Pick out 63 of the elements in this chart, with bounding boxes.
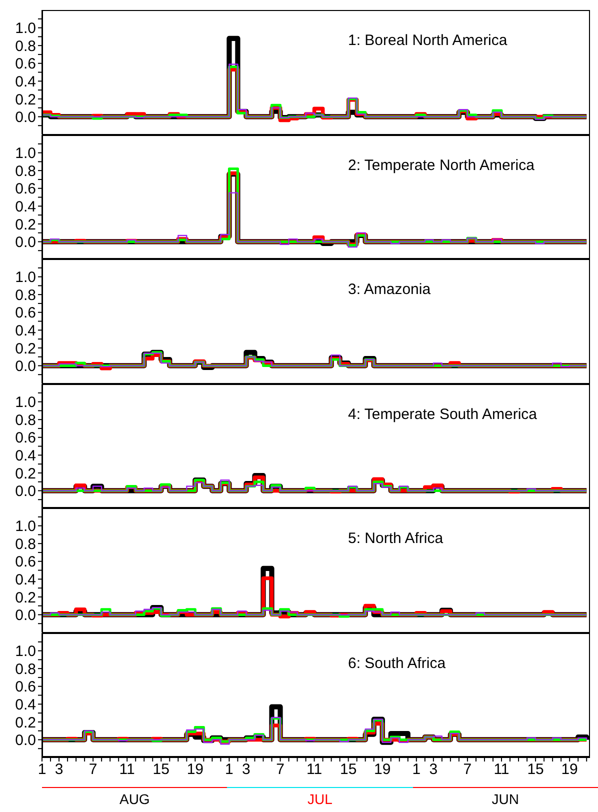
- y-tick-label: 0.6: [15, 56, 36, 73]
- x-tick-label: 3: [54, 760, 64, 778]
- text: 3: Amazonia: [348, 281, 431, 298]
- y-tick-label: 1.0: [15, 269, 36, 286]
- x-tick-label: 1: [412, 760, 421, 778]
- x-tick-label: 3: [242, 760, 250, 778]
- text: AUG: [118, 791, 151, 807]
- x-tick-label: 7: [276, 760, 284, 778]
- x-tick-label: 11: [119, 760, 135, 778]
- y-tick-label: 0.8: [15, 536, 36, 553]
- y-tick-label: 0.2: [15, 589, 36, 606]
- y-tick-label: 0.2: [15, 91, 36, 108]
- y-tick-label: 0.2: [15, 340, 36, 358]
- y-tick-label: 0.4: [15, 696, 36, 713]
- x-tick-label: 15: [152, 760, 170, 778]
- x-tick-label: 15: [340, 760, 357, 778]
- x-tick-label: 15: [527, 760, 544, 778]
- y-tick-label: 0.4: [15, 73, 36, 90]
- x-tick-label: 19: [561, 760, 578, 778]
- text: JUL: [306, 791, 334, 807]
- y-tick-label: 0.8: [15, 162, 36, 180]
- text: 4: Temperate South America: [348, 406, 537, 422]
- y-tick-label: 0.4: [15, 322, 36, 340]
- y-tick-label: 0.0: [15, 482, 36, 500]
- text: 6: South Africa: [348, 654, 446, 672]
- y-tick-label: 0.8: [15, 660, 36, 678]
- y-tick-label: 1.0: [15, 518, 36, 536]
- x-tick-label: 19: [374, 760, 391, 778]
- x-tick-label: 7: [463, 760, 472, 778]
- y-tick-label: 0.0: [15, 607, 36, 624]
- y-tick-label: 0.2: [15, 464, 36, 482]
- y-tick-label: 0.0: [15, 234, 36, 251]
- x-tick-label: 1: [225, 760, 234, 778]
- y-tick-label: 0.6: [15, 554, 36, 571]
- x-tick-label: 3: [429, 760, 438, 778]
- x-tick-label: 1: [38, 760, 46, 778]
- y-tick-label: 1.0: [15, 144, 36, 162]
- text: JUN: [490, 791, 520, 807]
- y-tick-label: 0.6: [15, 304, 36, 322]
- y-tick-label: 0.4: [15, 198, 36, 215]
- y-tick-label: 0.0: [15, 109, 36, 126]
- y-tick-label: 0.6: [15, 180, 36, 198]
- y-tick-label: 0.0: [15, 358, 36, 376]
- y-tick-label: 0.8: [15, 286, 36, 304]
- y-tick-label: 0.6: [15, 429, 36, 446]
- text: 1: Boreal North America: [348, 32, 508, 49]
- y-tick-label: 1.0: [15, 20, 36, 38]
- text: 5: North Africa: [348, 530, 444, 547]
- x-tick-label: 11: [306, 760, 322, 778]
- x-tick-label: 7: [88, 760, 98, 778]
- y-tick-label: 0.4: [15, 571, 36, 588]
- x-tick-label: 19: [186, 760, 204, 778]
- y-tick-label: 0.4: [15, 446, 36, 464]
- y-tick-label: 0.6: [15, 678, 36, 696]
- y-tick-label: 0.2: [15, 714, 36, 731]
- y-tick-label: 0.8: [15, 411, 36, 428]
- text: 2: Temperate North America: [348, 156, 534, 174]
- y-tick-label: 0.2: [15, 216, 36, 233]
- y-tick-label: 1.0: [15, 394, 36, 411]
- y-tick-label: 0.0: [15, 732, 36, 749]
- y-tick-label: 1.0: [15, 642, 36, 660]
- y-tick-label: 0.8: [15, 38, 36, 55]
- x-tick-label: 11: [494, 760, 510, 778]
